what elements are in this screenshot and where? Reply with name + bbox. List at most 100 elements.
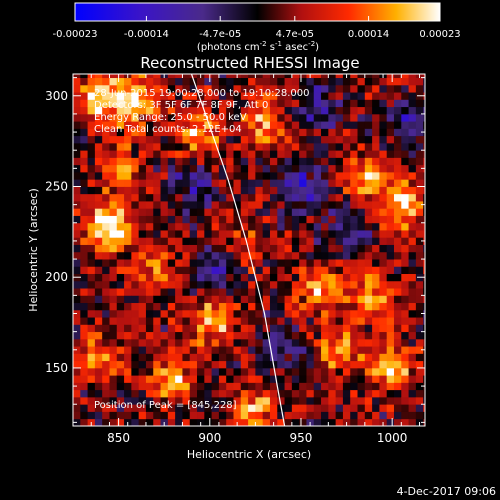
heatmap-cell xyxy=(248,411,256,420)
heatmap-cell xyxy=(182,295,191,304)
y-axis-label: Heliocentric Y (arcsec) xyxy=(27,188,40,312)
heatmap-cell xyxy=(364,295,373,304)
heatmap-cell xyxy=(73,367,81,376)
colorbar-tick-label: -0.00023 xyxy=(53,29,98,40)
heatmap-cell xyxy=(335,389,344,398)
heatmap-cell xyxy=(73,230,81,238)
heatmap-cell xyxy=(240,150,249,158)
heatmap-cell xyxy=(80,418,88,426)
heatmap-cell xyxy=(109,186,118,195)
heatmap-cell xyxy=(233,164,242,173)
heatmap-cell xyxy=(145,171,154,180)
heatmap-cell xyxy=(342,389,351,398)
heatmap-cell xyxy=(138,309,147,318)
heatmap-cell xyxy=(124,244,132,253)
y-tick-label: 250 xyxy=(45,179,68,193)
heatmap-cell xyxy=(160,324,169,333)
heatmap-cell xyxy=(335,237,344,245)
heatmap-cell xyxy=(138,259,147,267)
heatmap-cell xyxy=(284,142,293,151)
heatmap-cell xyxy=(299,215,307,224)
heatmap-cell xyxy=(102,309,110,318)
heatmap-cell xyxy=(372,375,380,383)
heatmap-cell xyxy=(350,128,358,137)
heatmap-cell xyxy=(87,302,96,311)
heatmap-cell xyxy=(145,404,154,412)
heatmap-cell xyxy=(175,84,183,93)
heatmap-cell xyxy=(131,215,140,224)
heatmap-cell xyxy=(94,324,103,333)
heatmap-cell xyxy=(328,121,337,129)
heatmap-cell xyxy=(277,171,285,180)
heatmap-cell xyxy=(167,84,176,93)
heatmap-cell xyxy=(299,331,307,340)
heatmap-cell xyxy=(401,382,409,391)
heatmap-cell xyxy=(226,353,234,362)
heatmap-cell xyxy=(335,259,344,267)
heatmap-cell xyxy=(321,259,329,267)
heatmap-cell xyxy=(182,179,191,187)
heatmap-cell xyxy=(211,135,220,144)
heatmap-cell xyxy=(299,251,307,260)
heatmap-cell xyxy=(386,215,395,224)
heatmap-cell xyxy=(94,157,103,166)
heatmap-cell xyxy=(189,171,198,180)
heatmap-cell xyxy=(204,92,213,100)
heatmap-cell xyxy=(204,74,213,79)
heatmap-cell xyxy=(116,259,125,267)
heatmap-cell xyxy=(160,280,169,289)
heatmap-cell xyxy=(218,295,227,304)
heatmap-cell xyxy=(211,295,220,304)
heatmap-cell xyxy=(335,113,344,122)
heatmap-cell xyxy=(160,396,169,405)
heatmap-cell xyxy=(379,324,388,333)
heatmap-cell xyxy=(423,74,425,79)
heatmap-cell xyxy=(335,353,344,362)
heatmap-cell xyxy=(321,338,329,347)
heatmap-cell xyxy=(197,375,205,383)
heatmap-cell xyxy=(80,324,88,333)
heatmap-cell xyxy=(313,106,322,115)
heatmap-cell xyxy=(291,353,300,362)
heatmap-cell xyxy=(284,74,293,79)
heatmap-cell xyxy=(131,331,140,340)
heatmap-cell xyxy=(393,99,402,108)
heatmap-cell xyxy=(167,389,176,398)
heatmap-cell xyxy=(313,331,322,340)
heatmap-cell xyxy=(94,273,103,282)
heatmap-cell xyxy=(262,288,271,296)
heatmap-cell xyxy=(255,331,264,340)
heatmap-cell xyxy=(335,375,344,383)
heatmap-cell xyxy=(262,353,271,362)
heatmap-cell xyxy=(255,164,264,173)
heatmap-cell xyxy=(116,237,125,245)
heatmap-cell xyxy=(357,375,366,383)
heatmap-cell xyxy=(277,208,285,216)
heatmap-cell xyxy=(160,367,169,376)
heatmap-cell xyxy=(277,222,285,231)
heatmap-cell xyxy=(182,331,191,340)
heatmap-cell xyxy=(299,411,307,420)
heatmap-cell xyxy=(299,74,307,79)
heatmap-cell xyxy=(321,353,329,362)
heatmap-cell xyxy=(299,418,307,426)
heatmap-cell xyxy=(321,251,329,260)
heatmap-cell xyxy=(167,128,176,137)
heatmap-cell xyxy=(240,251,249,260)
heatmap-cell xyxy=(218,135,227,144)
heatmap-cell xyxy=(138,324,147,333)
heatmap-cell xyxy=(131,84,140,93)
heatmap-cell xyxy=(255,367,264,376)
heatmap-cell xyxy=(255,324,264,333)
heatmap-cell xyxy=(131,92,140,100)
heatmap-cell xyxy=(73,244,81,253)
heatmap-cell xyxy=(87,266,96,274)
heatmap-cell xyxy=(321,215,329,224)
heatmap-cell xyxy=(218,77,227,86)
heatmap-cell xyxy=(131,164,140,173)
heatmap-cell xyxy=(197,106,205,115)
heatmap-cell xyxy=(138,201,147,209)
heatmap-cell xyxy=(160,273,169,282)
heatmap-cell xyxy=(372,273,380,282)
heatmap-cell xyxy=(131,317,140,325)
